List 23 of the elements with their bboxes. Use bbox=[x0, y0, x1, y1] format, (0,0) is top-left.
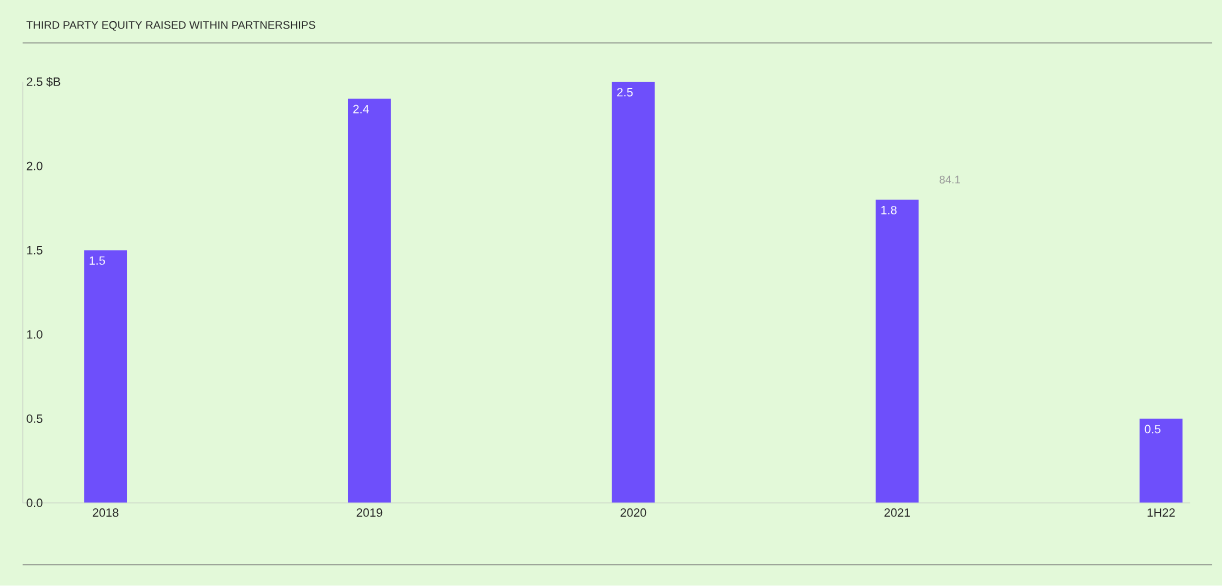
bar bbox=[611, 81, 655, 504]
x-tick-label: 2021 bbox=[884, 508, 910, 518]
chart-title: THIRD PARTY EQUITY RAISED WITHIN PARTNERSHIPS bbox=[26, 21, 316, 31]
data-label: 1.8 bbox=[881, 206, 897, 215]
data-label: 1.5 bbox=[89, 256, 105, 265]
y-tick-label: 1.0 bbox=[27, 330, 43, 339]
y-tick-label: 0.5 bbox=[26, 414, 43, 424]
y-tick-label: 2.5 $B bbox=[26, 77, 61, 87]
y-tick-label: 0.0 bbox=[26, 498, 43, 508]
bar bbox=[348, 98, 391, 504]
data-label: 2.5 bbox=[617, 88, 633, 97]
data-label: 2.4 bbox=[353, 104, 369, 114]
bar bbox=[875, 199, 919, 504]
annotation: 84.1 bbox=[939, 175, 960, 184]
bar bbox=[84, 250, 128, 504]
x-tick-label: 2020 bbox=[620, 508, 647, 518]
y-tick-label: 1.5 bbox=[27, 246, 43, 255]
data-label: 0.5 bbox=[1144, 424, 1161, 434]
bar bbox=[1139, 418, 1183, 504]
x-tick-label: 2019 bbox=[356, 508, 383, 518]
y-tick-label: 2.0 bbox=[26, 161, 43, 171]
x-tick-label: 1H22 bbox=[1147, 508, 1175, 517]
x-tick-label: 2018 bbox=[92, 508, 119, 518]
